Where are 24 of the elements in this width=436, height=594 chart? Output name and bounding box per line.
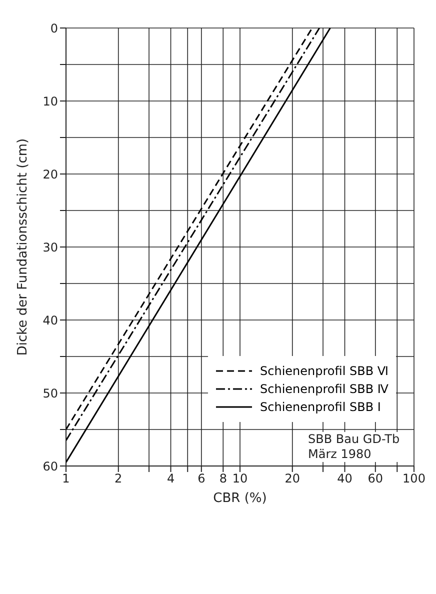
- x-tick-label: 8: [219, 472, 227, 486]
- legend-label: Schienenprofil SBB Ⅵ: [260, 364, 388, 378]
- x-tick-label: 20: [284, 472, 300, 486]
- x-tick-label: 4: [166, 472, 175, 486]
- y-tick-label: 60: [42, 459, 58, 474]
- y-tick-label: 0: [50, 21, 58, 36]
- legend-label: Schienenprofil SBB Ⅰ: [260, 400, 381, 414]
- annotation: SBB Bau GD-Tb: [308, 432, 400, 447]
- legend-label: Schienenprofil SBB Ⅳ: [260, 382, 388, 396]
- x-tick-label: 40: [337, 472, 352, 486]
- x-tick-label: 1: [62, 472, 70, 486]
- x-axis-title: CBR (%): [213, 491, 267, 506]
- y-axis-title: Dicke der Fundationsschicht (cm): [16, 138, 31, 356]
- x-tick-label: 60: [368, 472, 384, 486]
- y-tick-label: 40: [42, 313, 58, 328]
- x-tick-label: 10: [232, 472, 248, 486]
- x-tick-label: 100: [402, 472, 426, 486]
- y-tick-label: 30: [42, 240, 58, 254]
- y-tick-label: 50: [42, 386, 58, 400]
- x-tick-label: 2: [114, 472, 122, 486]
- x-tick-label: 6: [198, 472, 206, 486]
- y-tick-label: 10: [42, 94, 58, 108]
- y-tick-label: 20: [42, 167, 58, 182]
- annotation: März 1980: [308, 447, 372, 462]
